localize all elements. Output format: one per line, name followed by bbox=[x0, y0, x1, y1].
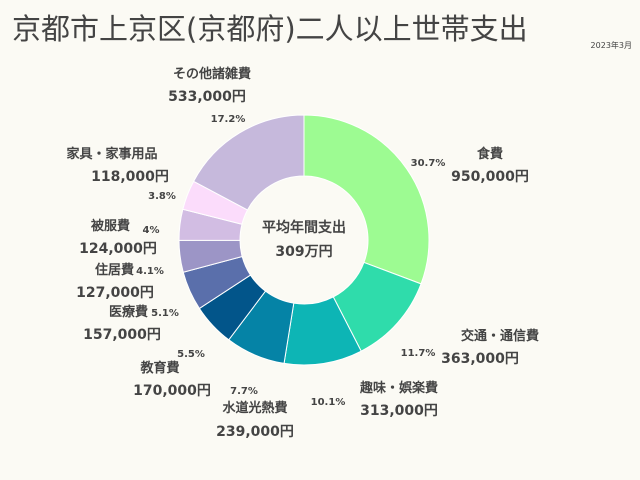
slice-label-3: 水道光熱費 bbox=[222, 400, 287, 416]
slice-percent-7: 4% bbox=[143, 225, 160, 236]
slice-amount-5: 157,000円 bbox=[83, 327, 161, 343]
slice-percent-6: 4.1% bbox=[136, 266, 164, 277]
slice-label-0: 食費 bbox=[477, 146, 503, 162]
slice-percent-5: 5.1% bbox=[151, 308, 179, 319]
slice-label-9: その他諸雑費 bbox=[173, 66, 251, 82]
slice-percent-4: 5.5% bbox=[177, 349, 205, 360]
chart-title: 京都市上京区(京都府)二人以上世帯支出 bbox=[12, 12, 528, 46]
slice-amount-8: 118,000円 bbox=[91, 169, 169, 185]
slice-amount-0: 950,000円 bbox=[451, 169, 529, 185]
slice-label-5: 医療費 bbox=[109, 304, 148, 320]
slice-label-4: 教育費 bbox=[139, 360, 179, 376]
slice-label-2: 趣味・娯楽費 bbox=[359, 380, 438, 396]
slice-label-7: 被服費 bbox=[90, 218, 130, 234]
slice-label-6: 住居費 bbox=[95, 262, 134, 278]
slice-percent-1: 11.7% bbox=[401, 348, 436, 359]
slice-percent-2: 10.1% bbox=[311, 397, 346, 408]
slice-amount-1: 363,000円 bbox=[441, 351, 519, 367]
slice-percent-0: 30.7% bbox=[411, 158, 446, 169]
slice-amount-9: 533,000円 bbox=[168, 89, 246, 105]
slice-0 bbox=[303, 114, 430, 285]
center-label-title: 平均年間支出 bbox=[262, 219, 346, 236]
center-label-total: 309万円 bbox=[275, 244, 332, 260]
slice-amount-6: 127,000円 bbox=[76, 285, 154, 301]
slice-9 bbox=[192, 114, 305, 211]
slice-amount-4: 170,000円 bbox=[133, 383, 211, 399]
slice-amount-2: 313,000円 bbox=[360, 403, 438, 419]
slice-amount-3: 239,000円 bbox=[216, 424, 294, 440]
slice-percent-8: 3.8% bbox=[148, 191, 176, 202]
slice-percent-9: 17.2% bbox=[211, 114, 246, 125]
slice-label-1: 交通・通信費 bbox=[461, 328, 539, 344]
slice-amount-7: 124,000円 bbox=[79, 241, 157, 257]
slice-percent-3: 7.7% bbox=[230, 386, 258, 397]
slice-label-8: 家具・家事用品 bbox=[66, 146, 157, 162]
date-label: 2023年3月 bbox=[590, 41, 632, 50]
